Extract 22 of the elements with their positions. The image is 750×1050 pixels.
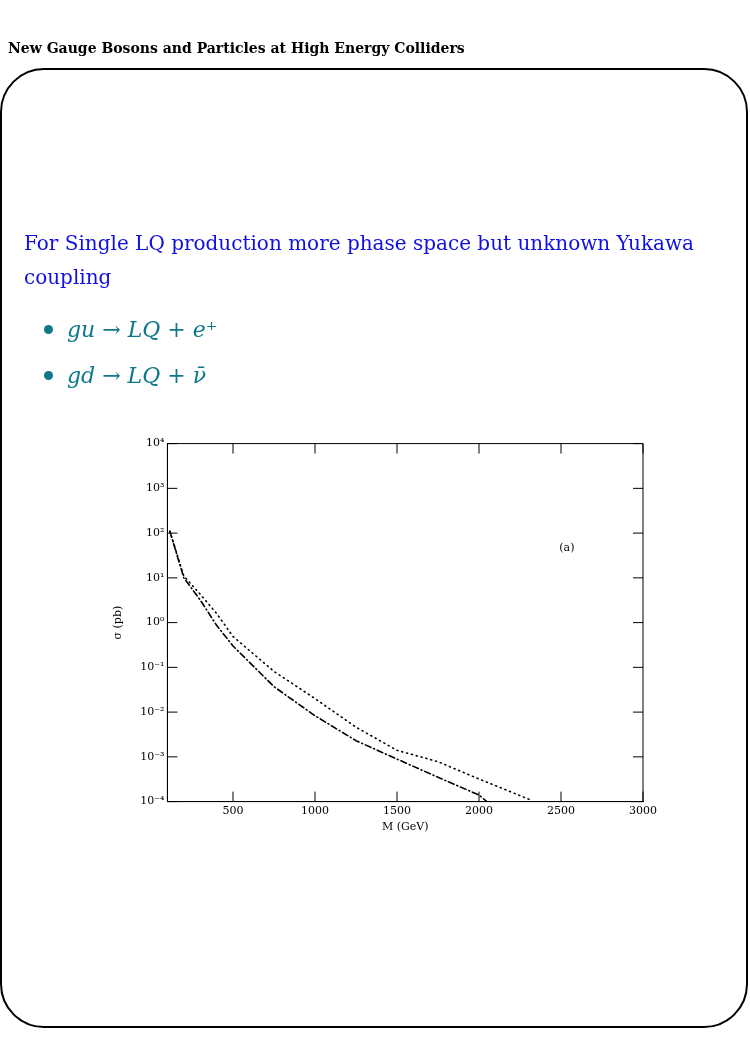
y-tick-label: 10⁻¹: [140, 660, 165, 674]
x-tick-label: 500: [222, 804, 244, 818]
chart-title: New Gauge Bosons and Particles at High Energy Colliders: [8, 40, 465, 56]
x-tick-label: 2000: [465, 804, 494, 818]
x-axis-title: M (GeV): [381, 820, 429, 834]
y-tick-label: 10³: [145, 481, 165, 495]
y-tick-label: 10⁰: [145, 615, 165, 629]
y-tick-label: 10⁻²: [140, 704, 165, 718]
y-axis-title: σ (pb): [111, 605, 125, 640]
x-tick-label: 2500: [547, 804, 575, 818]
annotation: (a): [559, 541, 575, 554]
y-tick-label: 10¹: [145, 570, 165, 584]
x-tick-label: 1000: [301, 804, 330, 818]
x-tick-label: 1500: [383, 804, 412, 818]
y-tick-label: 10⁻⁴: [140, 794, 165, 808]
x-tick-label: 3000: [629, 804, 657, 818]
chart-subtitle: For Single LQ production more phase space but unknown Yukawa coupling: [24, 230, 696, 291]
y-tick-label: 10⁴: [145, 436, 165, 450]
text: gd → LQ + ν̄: [67, 362, 207, 388]
text: gu → LQ + e⁺: [67, 316, 218, 342]
y-tick-label: 10⁻³: [140, 749, 165, 763]
y-tick-label: 10²: [145, 525, 165, 539]
